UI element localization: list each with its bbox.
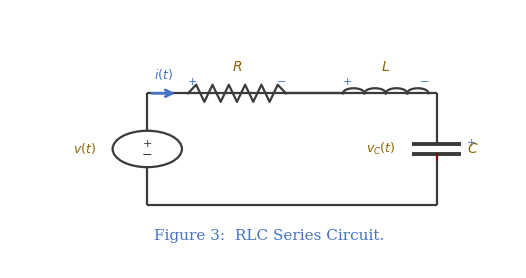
Text: −: − [277, 77, 287, 87]
Text: $i(t)$: $i(t)$ [154, 66, 173, 81]
Text: −: − [420, 77, 429, 87]
Text: $L$: $L$ [381, 60, 390, 74]
Text: $C$: $C$ [467, 142, 479, 156]
Text: $v(t)$: $v(t)$ [73, 142, 96, 157]
Text: +: + [187, 77, 197, 87]
Text: +: + [143, 139, 152, 149]
Text: −: − [142, 149, 153, 162]
Text: +: + [467, 138, 477, 148]
Text: $R$: $R$ [232, 60, 242, 74]
Text: $v_C(t)$: $v_C(t)$ [367, 141, 396, 157]
Text: Figure 3:  RLC Series Circuit.: Figure 3: RLC Series Circuit. [155, 229, 385, 243]
Text: +: + [342, 77, 352, 87]
